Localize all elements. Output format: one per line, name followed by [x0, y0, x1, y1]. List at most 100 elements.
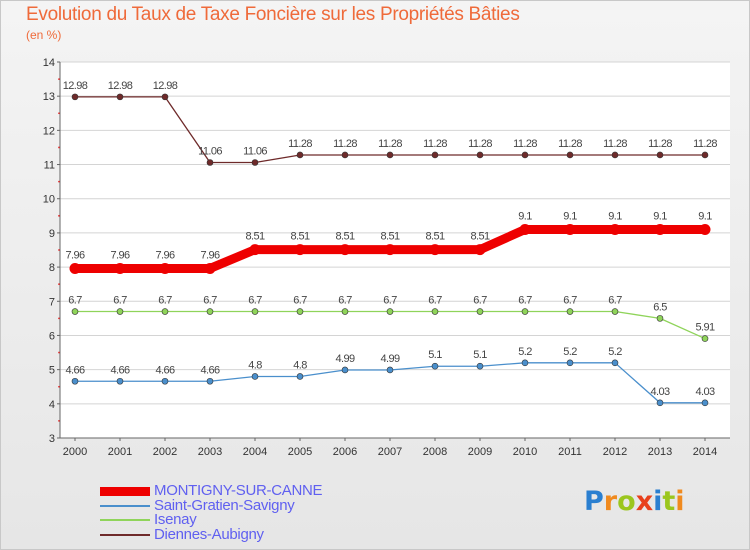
data-label: 5.2: [563, 346, 577, 358]
data-label: 8.51: [470, 231, 489, 243]
data-label: 8.51: [245, 231, 264, 243]
logo-letter: x: [635, 486, 654, 517]
data-point: [521, 359, 529, 367]
data-point: [386, 366, 394, 374]
data-label: 9.1: [653, 210, 667, 222]
logo-letter: P: [584, 486, 604, 517]
data-label: 12.98: [153, 80, 178, 92]
data-label: 9.1: [698, 210, 712, 222]
data-point: [116, 93, 124, 101]
data-label: 8.51: [290, 231, 309, 243]
legend-label: MONTIGNY-SUR-CANNE: [154, 482, 323, 499]
data-point: [296, 151, 304, 159]
data-point: [521, 151, 529, 159]
data-point: [611, 151, 619, 159]
data-label: 11.28: [648, 138, 672, 150]
data-label: 4.66: [200, 364, 219, 376]
data-label: 6.7: [248, 295, 262, 307]
y-minor-tick: [58, 249, 60, 251]
data-label: 6.7: [113, 295, 127, 307]
data-label: 5.91: [695, 322, 714, 334]
data-label: 7.96: [200, 249, 219, 261]
data-point: [519, 223, 531, 235]
data-label: 7.96: [65, 249, 84, 261]
y-tick-label: 3: [49, 433, 55, 445]
data-label: 11.06: [243, 145, 267, 157]
y-tick-label: 10: [43, 194, 55, 206]
data-point: [701, 399, 709, 407]
data-label: 6.5: [653, 301, 667, 313]
data-point: [296, 308, 304, 315]
data-point: [386, 308, 394, 315]
data-point: [116, 377, 124, 385]
data-label: 12.98: [108, 80, 133, 92]
proxiti-logo: Proxiti: [584, 486, 685, 517]
data-point: [206, 308, 214, 315]
data-label: 8.51: [425, 231, 444, 243]
y-minor-tick: [58, 317, 60, 320]
data-point: [71, 308, 79, 315]
data-label: 6.7: [518, 295, 532, 307]
data-label: 5.2: [608, 346, 622, 358]
data-point: [116, 308, 124, 315]
y-minor-tick: [58, 146, 60, 149]
x-tick-label: 2011: [558, 446, 582, 458]
data-point: [476, 308, 484, 315]
y-minor-tick: [58, 214, 60, 217]
data-point: [654, 223, 666, 235]
data-label: 11.28: [513, 138, 537, 150]
y-tick-label: 14: [43, 57, 55, 69]
y-tick-label: 13: [43, 91, 55, 103]
data-point: [341, 366, 349, 374]
data-label: 11.28: [288, 138, 312, 150]
data-label: 6.7: [203, 295, 217, 307]
y-tick-label: 4: [49, 399, 55, 411]
data-point: [296, 373, 304, 380]
data-label: 4.99: [335, 353, 354, 365]
data-label: 6.7: [383, 295, 397, 307]
data-label: 8.51: [335, 231, 354, 243]
data-label: 6.7: [158, 295, 172, 307]
data-point: [249, 244, 261, 256]
data-label: 4.03: [695, 386, 714, 398]
data-label: 7.96: [155, 249, 174, 261]
data-label: 6.7: [608, 295, 622, 307]
data-point: [566, 151, 574, 159]
data-point: [161, 377, 169, 385]
legend-swatch: [100, 519, 150, 522]
data-point: [474, 244, 486, 256]
x-tick-label: 2010: [513, 446, 537, 458]
data-point: [251, 308, 259, 315]
data-point: [611, 359, 619, 367]
data-point: [656, 315, 664, 322]
logo-letter: i: [653, 486, 663, 517]
y-minor-tick: [58, 420, 60, 422]
y-minor-tick: [58, 385, 60, 388]
data-point: [521, 308, 529, 315]
data-point: [564, 223, 576, 235]
data-point: [71, 93, 79, 101]
y-minor-tick: [58, 78, 60, 80]
y-tick-label: 8: [49, 262, 55, 274]
data-label: 4.66: [110, 364, 129, 376]
data-label: 11.28: [423, 138, 447, 150]
data-label: 12.98: [63, 80, 88, 92]
data-label: 4.8: [293, 359, 307, 371]
y-tick-label: 12: [43, 125, 55, 137]
legend-swatch: [100, 486, 150, 496]
data-label: 11.28: [603, 138, 627, 150]
data-point: [161, 308, 169, 315]
data-label: 5.2: [518, 346, 532, 358]
x-tick-label: 2012: [603, 446, 627, 458]
data-label: 9.1: [563, 210, 577, 222]
data-label: 4.03: [650, 386, 669, 398]
data-label: 11.28: [693, 138, 717, 150]
y-minor-tick: [58, 283, 60, 286]
data-label: 5.1: [428, 349, 442, 361]
data-point: [159, 262, 171, 274]
data-label: 9.1: [608, 210, 622, 222]
chart-title: Evolution du Taux de Taxe Foncière sur l…: [26, 4, 520, 25]
data-point: [656, 151, 664, 159]
legend-label: Saint-Gratien-Savigny: [154, 496, 295, 514]
